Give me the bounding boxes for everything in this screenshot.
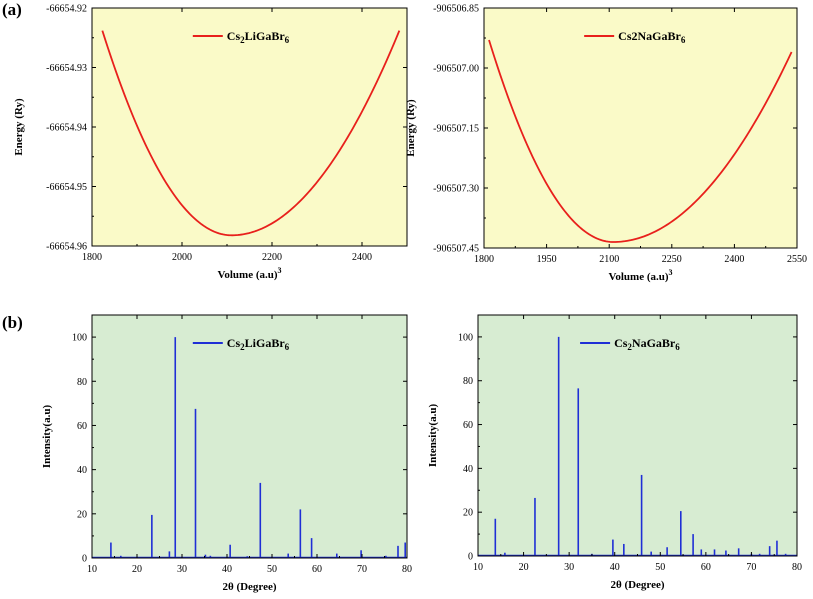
y-tick-label: -66654.96 bbox=[46, 242, 87, 253]
series-line-Cs2NaGaBr6 bbox=[488, 39, 793, 243]
chart-a1: 1800 2000 2200 2400 -66654.92 -66654.93 -66654… bbox=[13, 4, 408, 281]
x-tick-label: 10 bbox=[473, 562, 483, 573]
y-tick-label: -66654.95 bbox=[46, 182, 87, 193]
x-tick-label: 1800 bbox=[82, 252, 102, 263]
panel-a-label: (a) bbox=[2, 0, 22, 19]
y-tick-label: -66654.94 bbox=[46, 123, 87, 134]
x-axis-label: Volume (a.u)3 bbox=[217, 266, 281, 281]
series-line-Cs2LiGaBr6 bbox=[101, 30, 401, 237]
legend-label: Cs2NaGaBr6 bbox=[614, 336, 680, 352]
y-tick-label: 60 bbox=[463, 420, 473, 431]
chart-b1: 10 20 30 40 50 60 70 80 0 20 40 60 80 100 2θ (Degree) I… bbox=[41, 314, 412, 593]
y-tick-label: 40 bbox=[463, 464, 473, 475]
x-tick-label: 40 bbox=[610, 562, 620, 573]
y-tick-label: 40 bbox=[77, 465, 87, 476]
x-tick-label: 70 bbox=[357, 564, 367, 575]
y-tick-label: -906507.45 bbox=[433, 244, 479, 255]
y-tick-label: -66654.92 bbox=[46, 4, 87, 15]
legend-label: Cs2LiGaBr6 bbox=[227, 336, 290, 352]
x-tick-label: 10 bbox=[87, 564, 97, 575]
y-tick-label: -906507.30 bbox=[433, 184, 479, 195]
y-tick-label: 0 bbox=[468, 552, 473, 563]
chart-a2: 1800 1950 2100 2250 2400 2550 -906506.85 -90650… bbox=[405, 4, 807, 284]
x-tick-label: 30 bbox=[177, 564, 187, 575]
y-tick-label: -66654.93 bbox=[46, 63, 87, 74]
y-tick-label: 60 bbox=[77, 421, 87, 432]
y-tick-label: 20 bbox=[463, 508, 473, 519]
y-tick-label: 80 bbox=[77, 377, 87, 388]
x-tick-label: 20 bbox=[519, 562, 529, 573]
x-axis-label: 2θ (Degree) bbox=[610, 579, 664, 591]
x-tick-label: 2550 bbox=[787, 254, 807, 265]
y-tick-label: -906507.15 bbox=[433, 124, 479, 135]
plot-area bbox=[92, 315, 407, 558]
x-tick-label: 2250 bbox=[662, 254, 682, 265]
panel-b-label: (b) bbox=[2, 313, 23, 332]
x-tick-label: 70 bbox=[746, 562, 756, 573]
x-tick-label: 2400 bbox=[724, 254, 744, 265]
y-tick-label: 20 bbox=[77, 509, 87, 520]
plot-area bbox=[92, 8, 407, 246]
chart-b2: 10 20 30 40 50 60 70 80 0 20 40 60 80 100 2θ (Degree) I… bbox=[427, 314, 802, 591]
y-tick-label: 80 bbox=[463, 376, 473, 387]
x-tick-label: 2400 bbox=[352, 252, 372, 263]
x-tick-label: 80 bbox=[792, 562, 802, 573]
y-tick-label: -906506.85 bbox=[433, 4, 479, 15]
x-tick-label: 2000 bbox=[172, 252, 192, 263]
x-tick-label: 1950 bbox=[537, 254, 557, 265]
x-tick-label: 2100 bbox=[599, 254, 619, 265]
y-axis-label: Energy (Ry) bbox=[405, 99, 417, 157]
x-tick-label: 50 bbox=[267, 564, 277, 575]
x-tick-label: 20 bbox=[132, 564, 142, 575]
y-tick-label: 0 bbox=[82, 554, 87, 565]
y-tick-label: 100 bbox=[72, 333, 87, 344]
x-axis-label: 2θ (Degree) bbox=[222, 581, 276, 593]
x-axis-label: Volume (a.u)3 bbox=[608, 268, 672, 283]
x-tick-label: 1800 bbox=[474, 254, 494, 265]
legend-label: Cs2LiGaBr6 bbox=[227, 29, 290, 45]
x-tick-label: 30 bbox=[564, 562, 574, 573]
x-tick-label: 60 bbox=[701, 562, 711, 573]
x-tick-label: 50 bbox=[655, 562, 665, 573]
x-tick-label: 2200 bbox=[262, 252, 282, 263]
x-tick-label: 40 bbox=[222, 564, 232, 575]
y-axis-label: Intensity(a.u) bbox=[41, 405, 53, 469]
y-tick-label: 100 bbox=[458, 332, 473, 343]
x-tick-label: 60 bbox=[312, 564, 322, 575]
x-tick-label: 80 bbox=[402, 564, 412, 575]
legend-label: Cs2NaGaBr6 bbox=[618, 29, 686, 45]
plot-area bbox=[484, 8, 797, 248]
plot-area bbox=[478, 315, 797, 556]
y-tick-label: -906507.00 bbox=[433, 64, 479, 75]
y-axis-label: Intensity(a.u) bbox=[427, 404, 439, 468]
y-axis-label: Energy (Ry) bbox=[13, 98, 25, 156]
